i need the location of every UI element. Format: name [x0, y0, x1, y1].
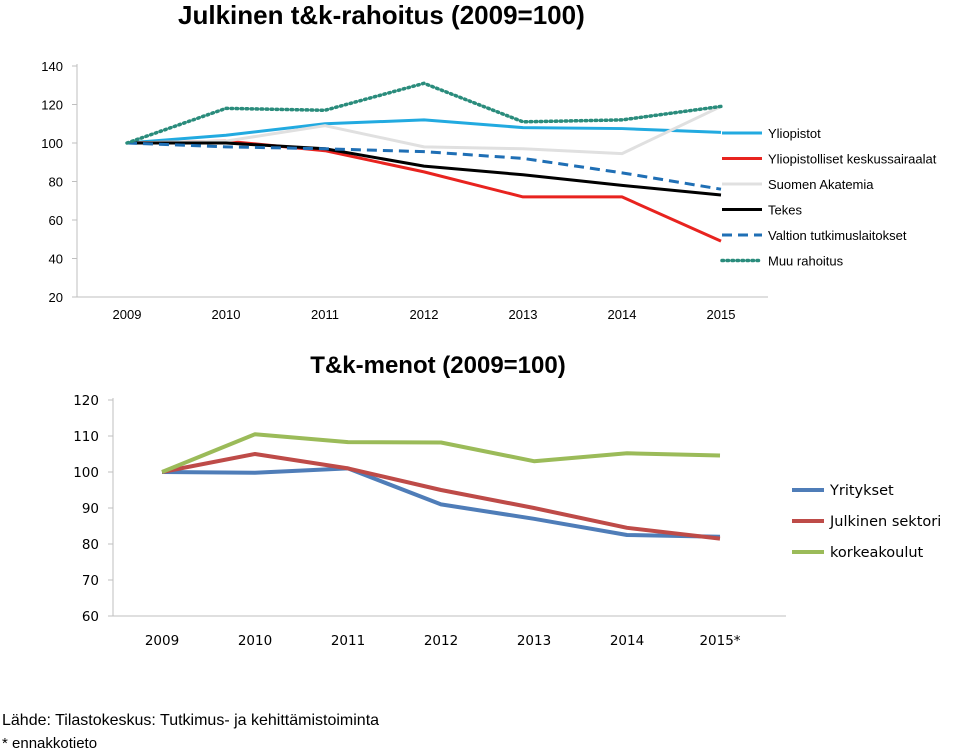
chart-title: Julkinen t&k-rahoitus (2009=100): [178, 0, 585, 30]
x-tick-label: 2015: [707, 307, 736, 322]
y-tick-label: 60: [49, 213, 63, 228]
y-tick-label: 110: [73, 429, 99, 445]
x-tick-label: 2012: [424, 633, 458, 649]
legend-label-yliopistolliset-keskussairaalat: Yliopistolliset keskussairaalat: [768, 152, 937, 167]
y-tick-label: 120: [41, 98, 63, 113]
legend-label-suomen-akatemia: Suomen Akatemia: [768, 177, 874, 192]
legend-label-korkeakoulut: korkeakoulut: [830, 545, 924, 561]
x-tick-label: 2014: [608, 307, 637, 322]
rd-expenditure-line-chart: T&k-menot (2009=100) 60 70 80 90 100 110 120 200…: [73, 352, 941, 649]
legend-label-muu-rahoitus: Muu rahoitus: [768, 254, 844, 269]
series-line-muu-rahoitus: [125, 81, 723, 145]
source-note: Lähde: Tilastokeskus: Tutkimus- ja kehit…: [2, 712, 380, 729]
series-line-julkinen-sektori: [161, 452, 721, 541]
y-tick-label: 40: [49, 252, 63, 267]
legend-label-julkinen-sektori: Julkinen sektori: [829, 514, 941, 530]
legend-label-yritykset: Yritykset: [829, 483, 894, 499]
y-tick-label: 20: [49, 290, 63, 305]
y-tick-label: 100: [41, 136, 63, 151]
chart-title: T&k-menot (2009=100): [310, 352, 565, 379]
x-tick-label: 2009: [113, 307, 142, 322]
series-line-yliopistolliset-keskussairaalat: [126, 139, 722, 243]
x-tick-label: 2015*: [699, 633, 740, 649]
y-tick-label: 80: [82, 537, 99, 553]
y-tick-label: 80: [49, 175, 63, 190]
y-tick-label: 70: [82, 573, 99, 589]
legend-label-valtion-tutkimuslaitokset: Valtion tutkimuslaitokset: [768, 228, 907, 243]
x-tick-label: 2011: [311, 307, 339, 322]
x-tick-label: 2010: [238, 633, 272, 649]
series-line-suomen-akatemia: [126, 105, 722, 156]
x-tick-label: 2013: [509, 307, 538, 322]
series-line-korkeakoulut: [161, 432, 721, 474]
legend-label-yliopistot: Yliopistot: [768, 126, 821, 141]
x-tick-label: 2009: [145, 633, 179, 649]
legend-label-tekes: Tekes: [768, 203, 802, 218]
series-line-valtion-tutkimuslaitokset: [126, 141, 722, 191]
series-line-yliopistot: [126, 118, 722, 145]
y-tick-label: 140: [41, 59, 63, 74]
preliminary-note: * ennakkotieto: [2, 735, 98, 752]
x-tick-label: 2012: [410, 307, 439, 322]
y-tick-label: 100: [73, 465, 99, 481]
x-tick-label: 2010: [212, 307, 241, 322]
series-line-yritykset: [161, 466, 721, 539]
y-tick-label: 90: [82, 501, 99, 517]
x-tick-label: 2011: [331, 633, 365, 649]
series-line-tekes: [127, 141, 722, 197]
y-tick-label: 120: [73, 393, 99, 409]
y-tick-label: 60: [82, 609, 99, 625]
x-tick-label: 2013: [517, 633, 551, 649]
funding-line-chart: 20 40 60 80 100 120 140 2009 2010 2011 2012 2013 201…: [41, 59, 936, 322]
x-tick-label: 2014: [610, 633, 644, 649]
